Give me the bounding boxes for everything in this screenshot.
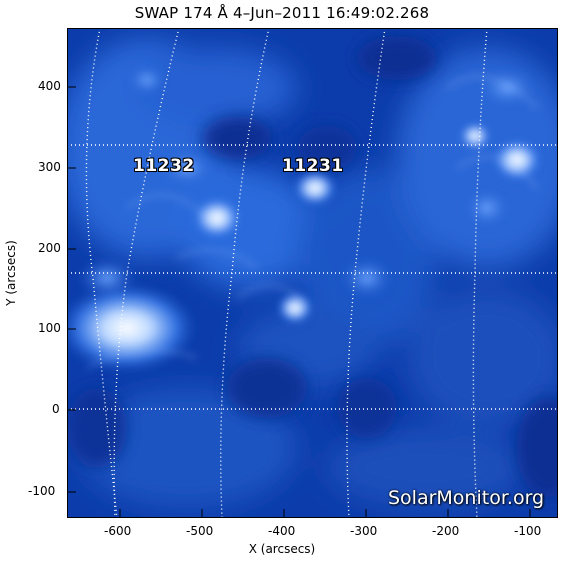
- x-axis-label: X (arcsecs): [248, 542, 316, 556]
- solar-image-canvas: [67, 28, 558, 518]
- x-tick-label: -300: [350, 524, 378, 538]
- y-tick-label: 0: [52, 402, 60, 416]
- y-tick-label: 400: [38, 79, 61, 93]
- y-axis-label: Y (arcsecs): [4, 240, 18, 306]
- x-tick-label: -500: [186, 524, 214, 538]
- x-tick-label: -100: [514, 524, 542, 538]
- watermark: SolarMonitor.org: [388, 487, 545, 509]
- active-region-label: 11232: [133, 156, 195, 176]
- y-tick-label: 200: [38, 241, 61, 255]
- solar-image: 11232 11231 SolarMonitor.org: [67, 28, 558, 518]
- x-tick-label: -400: [268, 524, 296, 538]
- active-region-label: 11231: [282, 156, 344, 176]
- image-title: SWAP 174 Å 4–Jun–2011 16:49:02.268: [134, 4, 430, 22]
- y-tick-label: -100: [28, 484, 56, 498]
- heliographic-grid: [67, 28, 558, 518]
- x-tick-label: -600: [104, 524, 132, 538]
- y-tick-label: 300: [38, 160, 61, 174]
- y-tick-label: 100: [38, 321, 61, 335]
- x-tick-label: -200: [432, 524, 460, 538]
